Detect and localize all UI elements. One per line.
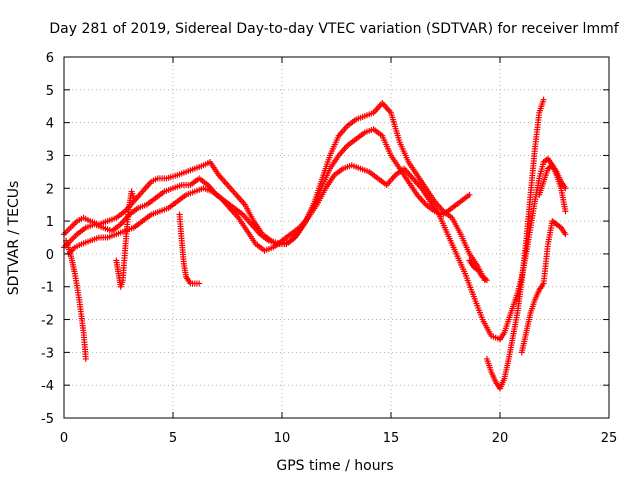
x-tick-label: 5 — [169, 431, 177, 446]
series-track-7 — [483, 96, 547, 392]
y-tick-label: 4 — [46, 117, 54, 132]
y-tick-label: 5 — [46, 84, 54, 99]
data-point — [466, 191, 473, 198]
data-point — [196, 280, 203, 287]
y-tick-label: -5 — [41, 412, 54, 427]
series-track-3 — [65, 162, 503, 343]
data-marks — [61, 96, 569, 392]
data-point — [540, 96, 547, 103]
y-axis-label: SDTVAR / TECUs — [6, 181, 22, 296]
series-track-6 — [176, 211, 203, 287]
y-tick-label: -2 — [41, 314, 54, 329]
plot-frame — [63, 56, 610, 419]
series-track-10 — [536, 162, 569, 198]
data-point — [562, 231, 569, 238]
series-track-4 — [63, 237, 89, 362]
y-tick-label: -4 — [41, 379, 54, 394]
data-point — [562, 208, 569, 215]
series-track-9 — [518, 218, 569, 356]
y-tick-label: 6 — [46, 51, 54, 66]
y-tick-label: 3 — [46, 149, 54, 164]
x-axis-label: GPS time / hours — [276, 458, 393, 474]
chart-title: Day 281 of 2019, Sidereal Day-to-day VTE… — [49, 21, 619, 37]
series-track-5 — [113, 188, 137, 290]
data-point — [82, 355, 89, 362]
y-tick-label: -1 — [41, 281, 54, 296]
data-point — [562, 185, 569, 192]
x-tick-label: 15 — [383, 431, 400, 446]
x-tick-label: 0 — [60, 431, 68, 446]
series-track-11 — [466, 257, 490, 284]
data-point — [130, 195, 137, 202]
x-tick-label: 10 — [274, 431, 291, 446]
y-tick-label: 2 — [46, 182, 54, 197]
axis-ticks: -5 -4 -3 -2 -1 0 1 2 3 4 5 6 0 5 10 15 20 25 — [41, 51, 617, 446]
y-tick-label: 1 — [46, 215, 54, 230]
data-point — [483, 277, 490, 284]
x-tick-label: 25 — [601, 431, 618, 446]
y-tick-label: -3 — [41, 346, 54, 361]
y-tick-label: 0 — [46, 248, 54, 263]
x-tick-label: 20 — [492, 431, 509, 446]
series-track-8 — [497, 155, 569, 343]
